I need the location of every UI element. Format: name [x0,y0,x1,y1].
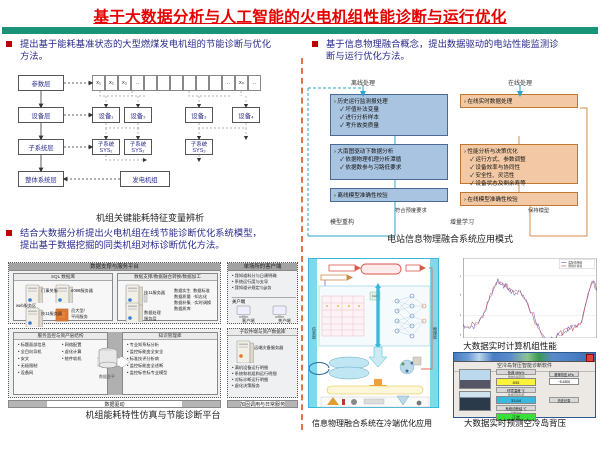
svg-text:150: 150 [460,332,461,337]
svg-text:600: 600 [460,274,461,279]
svg-text:450: 450 [460,292,461,297]
svg-text:300: 300 [460,313,461,318]
svg-text:预测计算值: 预测计算值 [568,264,582,268]
